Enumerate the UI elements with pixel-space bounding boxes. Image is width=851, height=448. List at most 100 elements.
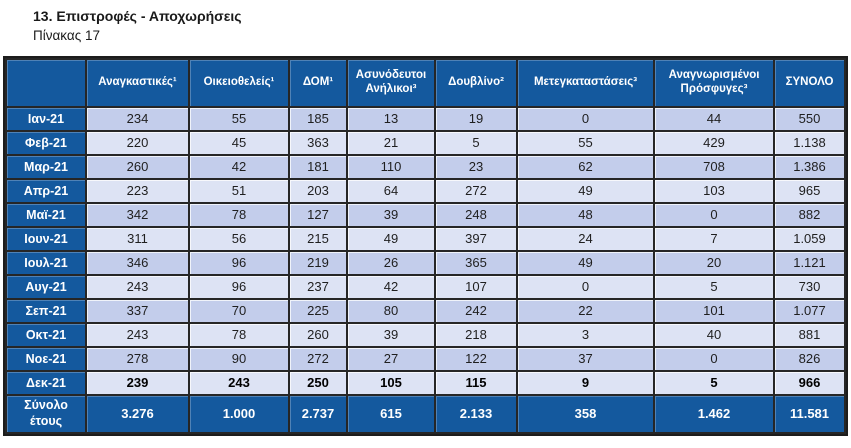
page-title: 13. Επιστροφές - Αποχωρήσεις: [33, 8, 242, 24]
data-cell: 78: [190, 324, 288, 346]
data-cell: 278: [87, 348, 188, 370]
data-cell: 27: [348, 348, 434, 370]
data-cell: 13: [348, 108, 434, 130]
data-cell: 55: [518, 132, 653, 154]
column-header: ΣΥΝΟΛΟ: [775, 60, 844, 106]
data-cell: 101: [655, 300, 773, 322]
data-cell: 45: [190, 132, 288, 154]
data-cell: 115: [436, 372, 516, 394]
data-cell: 103: [655, 180, 773, 202]
total-cell: 3.276: [87, 396, 188, 432]
row-header-month: Ιουλ-21: [7, 252, 85, 274]
data-cell: 24: [518, 228, 653, 250]
data-cell: 342: [87, 204, 188, 226]
data-cell: 80: [348, 300, 434, 322]
data-cell: 185: [290, 108, 346, 130]
total-cell: 2.737: [290, 396, 346, 432]
data-cell: 250: [290, 372, 346, 394]
data-cell: 346: [87, 252, 188, 274]
column-header: Δουβλίνο²: [436, 60, 516, 106]
row-header-month: Σεπ-21: [7, 300, 85, 322]
data-cell: 219: [290, 252, 346, 274]
data-cell: 882: [775, 204, 844, 226]
data-cell: 62: [518, 156, 653, 178]
data-cell: 42: [190, 156, 288, 178]
table-row: Νοε-21 278 90 272 27 122 37 0 826: [7, 348, 844, 370]
total-row: Σύνολο έτους 3.276 1.000 2.737 615 2.133 358 1.…: [7, 396, 844, 432]
data-cell: 127: [290, 204, 346, 226]
data-cell: 260: [290, 324, 346, 346]
data-cell: 51: [190, 180, 288, 202]
data-cell: 122: [436, 348, 516, 370]
data-cell: 20: [655, 252, 773, 274]
data-cell: 49: [518, 180, 653, 202]
column-header: Ασυνόδευτοι Ανήλικοι³: [348, 60, 434, 106]
data-cell: 7: [655, 228, 773, 250]
data-cell: 1.138: [775, 132, 844, 154]
data-cell: 708: [655, 156, 773, 178]
data-cell: 78: [190, 204, 288, 226]
data-cell: 365: [436, 252, 516, 274]
data-cell: 223: [87, 180, 188, 202]
data-cell: 965: [775, 180, 844, 202]
data-cell: 5: [436, 132, 516, 154]
table-caption: Πίνακας 17: [33, 28, 100, 43]
row-header-month: Ιαν-21: [7, 108, 85, 130]
data-cell: 5: [655, 372, 773, 394]
table-row: Φεβ-21 220 45 363 21 5 55 429 1.138: [7, 132, 844, 154]
data-cell: 1.077: [775, 300, 844, 322]
table-row: Οκτ-21 243 78 260 39 218 3 40 881: [7, 324, 844, 346]
data-cell: 48: [518, 204, 653, 226]
total-cell: 2.133: [436, 396, 516, 432]
returns-departures-table: Αναγκαστικές¹ Οικειοθελείς¹ ΔΟΜ¹ Ασυνόδευτο…: [3, 56, 848, 436]
data-cell: 55: [190, 108, 288, 130]
data-cell: 881: [775, 324, 844, 346]
data-cell: 37: [518, 348, 653, 370]
table-row: Δεκ-21 239 243 250 105 115 9 5 966: [7, 372, 844, 394]
data-cell: 239: [87, 372, 188, 394]
column-header: Αναγνωρισμένοι Πρόσφυγες³: [655, 60, 773, 106]
data-cell: 1.386: [775, 156, 844, 178]
data-cell: 730: [775, 276, 844, 298]
row-header-month: Δεκ-21: [7, 372, 85, 394]
data-cell: 21: [348, 132, 434, 154]
data-cell: 181: [290, 156, 346, 178]
data-cell: 218: [436, 324, 516, 346]
data-cell: 272: [290, 348, 346, 370]
data-cell: 64: [348, 180, 434, 202]
data-cell: 22: [518, 300, 653, 322]
data-cell: 96: [190, 252, 288, 274]
row-header-month: Αυγ-21: [7, 276, 85, 298]
total-row-label: Σύνολο έτους: [7, 396, 85, 432]
data-cell: 243: [87, 276, 188, 298]
data-cell: 550: [775, 108, 844, 130]
table-body: Ιαν-21 234 55 185 13 19 0 44 550 Φεβ-21 220 45 363 21…: [7, 108, 844, 432]
table-row: Σεπ-21 337 70 225 80 242 22 101 1.077: [7, 300, 844, 322]
column-header: Οικειοθελείς¹: [190, 60, 288, 106]
row-header-month: Νοε-21: [7, 348, 85, 370]
data-cell: 826: [775, 348, 844, 370]
column-header: Μετεγκαταστάσεις³: [518, 60, 653, 106]
data-cell: 242: [436, 300, 516, 322]
data-cell: 56: [190, 228, 288, 250]
data-cell: 363: [290, 132, 346, 154]
data-cell: 337: [87, 300, 188, 322]
data-cell: 90: [190, 348, 288, 370]
column-header: ΔΟΜ¹: [290, 60, 346, 106]
data-cell: 70: [190, 300, 288, 322]
data-cell: 234: [87, 108, 188, 130]
data-cell: 105: [348, 372, 434, 394]
table-header: Αναγκαστικές¹ Οικειοθελείς¹ ΔΟΜ¹ Ασυνόδευτο…: [7, 60, 844, 106]
table-row: Ιουλ-21 346 96 219 26 365 49 20 1.121: [7, 252, 844, 274]
table-row: Απρ-21 223 51 203 64 272 49 103 965: [7, 180, 844, 202]
row-header-month: Οκτ-21: [7, 324, 85, 346]
total-cell: 11.581: [775, 396, 844, 432]
data-cell: 1.059: [775, 228, 844, 250]
total-cell: 615: [348, 396, 434, 432]
data-cell: 42: [348, 276, 434, 298]
data-cell: 19: [436, 108, 516, 130]
data-cell: 243: [190, 372, 288, 394]
data-cell: 237: [290, 276, 346, 298]
data-cell: 9: [518, 372, 653, 394]
data-cell: 397: [436, 228, 516, 250]
